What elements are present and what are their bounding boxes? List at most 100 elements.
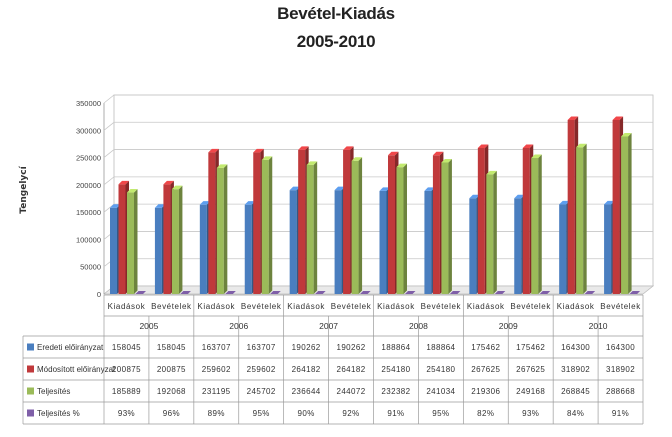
x-category-label: Kiadások — [557, 302, 595, 311]
bar-eredeti-front — [199, 204, 207, 294]
legend-swatch — [27, 387, 34, 395]
bar-szazalek-marker — [315, 291, 326, 294]
bar-eredeti-top — [110, 204, 121, 208]
legend-label: Eredeti előirányzat — [37, 343, 104, 352]
data-label: 90% — [298, 409, 315, 418]
bar-teljesites-front — [576, 147, 584, 294]
bar-teljesites — [171, 185, 183, 294]
bar-teljesites-top — [171, 185, 183, 190]
bar-teljesites-top — [351, 157, 363, 161]
bar-szazalek-marker — [360, 291, 371, 294]
x-category-label: Bevételek — [600, 302, 641, 311]
x-category-label: Bevételek — [421, 302, 462, 311]
gridline — [103, 176, 653, 186]
bar-teljesites-front — [621, 136, 629, 294]
bar-eredeti-front — [514, 198, 522, 294]
bar-teljesites — [396, 163, 407, 294]
data-label: 163707 — [247, 343, 276, 352]
bar-teljesites-side — [448, 158, 452, 294]
data-label: 91% — [387, 409, 404, 418]
data-label: 241034 — [426, 387, 455, 396]
bar-modositott-front — [522, 147, 530, 294]
data-label: 259602 — [247, 365, 276, 374]
bar-eredeti-front — [289, 190, 297, 294]
bar-szazalek-marker — [494, 291, 506, 294]
data-label: 175462 — [471, 343, 500, 352]
bar-eredeti-front — [469, 198, 477, 294]
bar-teljesites-top — [531, 154, 542, 159]
y-tick-label: 250000 — [76, 154, 101, 163]
bar-teljesites-side — [538, 154, 542, 294]
data-label: 249168 — [516, 387, 545, 396]
bar-modositott-front — [567, 119, 575, 295]
data-label: 264182 — [292, 365, 321, 374]
bar-eredeti-top — [604, 200, 615, 205]
bar-teljesites — [531, 154, 542, 294]
bar-teljesites — [441, 158, 452, 294]
x-category-label: Kiadások — [377, 302, 415, 311]
bar-modositott-front — [298, 149, 306, 294]
data-label: 264182 — [336, 365, 365, 374]
data-label: 93% — [522, 409, 539, 418]
data-label: 89% — [208, 409, 225, 418]
bar-eredeti-top — [469, 194, 480, 199]
bar-modositott-front — [477, 147, 485, 294]
bar-eredeti-front — [379, 190, 387, 294]
legend-label: Módosított előirányzat — [37, 365, 116, 374]
data-label: 259602 — [202, 365, 231, 374]
bar-modositott-top — [253, 148, 264, 153]
bar-teljesites-side — [313, 161, 318, 294]
bar-teljesites-top — [486, 170, 497, 175]
bar-modositott-front — [432, 155, 440, 294]
data-label: 192068 — [157, 387, 186, 396]
bar-szazalek-marker — [270, 291, 281, 294]
bar-eredeti-front — [424, 190, 432, 294]
x-category-label: Bevételek — [151, 302, 192, 311]
bar-modositott-top — [118, 180, 129, 185]
data-label: 267625 — [471, 365, 500, 374]
bar-modositott-top — [298, 146, 309, 150]
bar-teljesites-front — [441, 162, 449, 294]
bar-modositott-front — [163, 184, 171, 294]
bar-teljesites-side — [403, 163, 407, 294]
bar-szazalek-marker — [135, 291, 146, 294]
bar-eredeti-top — [289, 186, 301, 191]
bar-teljesites — [486, 170, 497, 294]
bar-teljesites-front — [261, 159, 269, 294]
bar-teljesites-top — [396, 163, 407, 168]
y-tick-label: 100000 — [76, 235, 101, 244]
bar-teljesites — [216, 164, 228, 294]
data-label: 82% — [477, 409, 494, 418]
bar-modositott-top — [567, 116, 579, 120]
gridline — [103, 94, 653, 104]
x-category-label: Kiadások — [108, 302, 146, 311]
x-year-label: 2007 — [319, 321, 338, 331]
bar-teljesites-front — [171, 189, 179, 294]
data-label: 95% — [432, 409, 449, 418]
bar-modositott-top — [612, 116, 624, 120]
data-label: 95% — [253, 409, 270, 418]
bar-szazalek-marker — [629, 291, 641, 294]
bar-teljesites-top — [441, 158, 452, 163]
data-label: 158045 — [112, 343, 141, 352]
data-label: 244072 — [336, 387, 365, 396]
bar-teljesites-top — [576, 143, 587, 148]
data-label: 200875 — [112, 365, 141, 374]
data-label: 188864 — [381, 343, 410, 352]
bar-eredeti-top — [424, 187, 435, 191]
data-label: 318902 — [561, 365, 590, 374]
legend-swatch — [27, 409, 34, 417]
bar-teljesites-side — [134, 189, 138, 294]
chart-title: Bevétel-Kiadás — [277, 4, 395, 23]
bar-eredeti-front — [334, 190, 342, 294]
bar-szazalek-marker — [584, 291, 596, 294]
bar-teljesites — [576, 143, 587, 294]
data-table: Kiadások Bevételek Kiadások Bevételek Kiadás… — [22, 294, 644, 425]
bar-teljesites-side — [583, 143, 587, 294]
data-label: 190262 — [292, 343, 321, 352]
bar-teljesites-top — [216, 164, 228, 168]
bar-eredeti-front — [604, 204, 612, 294]
bar-teljesites-side — [268, 156, 273, 294]
bar-teljesites-top — [306, 161, 318, 165]
x-year-label: 2006 — [229, 321, 248, 331]
